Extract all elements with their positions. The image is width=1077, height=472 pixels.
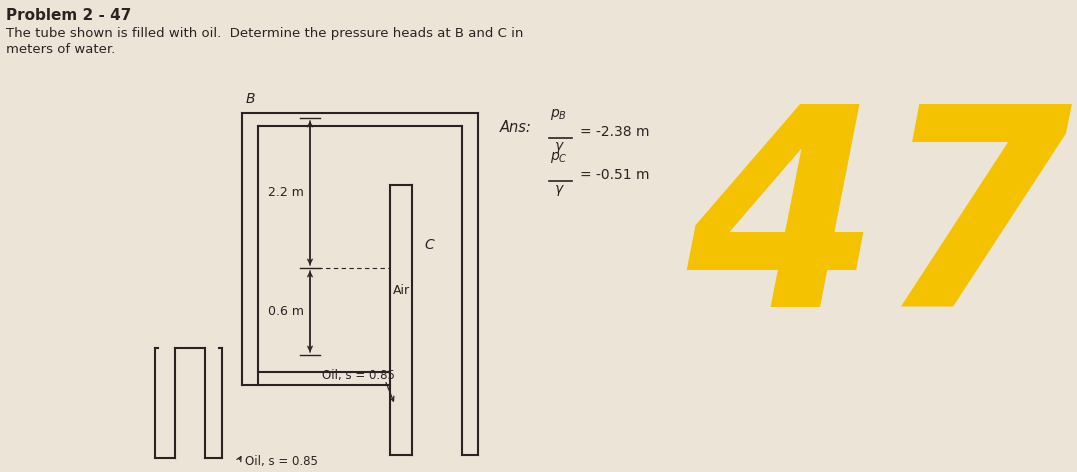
Text: $\gamma$: $\gamma$ bbox=[554, 140, 564, 155]
Text: $\gamma$: $\gamma$ bbox=[554, 183, 564, 198]
Text: $p_C$: $p_C$ bbox=[550, 150, 568, 165]
Text: meters of water.: meters of water. bbox=[6, 43, 115, 56]
Text: Ans:: Ans: bbox=[500, 120, 532, 135]
Text: = -0.51 m: = -0.51 m bbox=[581, 168, 649, 182]
Text: Oil, s = 0.85: Oil, s = 0.85 bbox=[322, 369, 395, 381]
Text: B: B bbox=[246, 92, 255, 106]
Text: Oil, s = 0.85: Oil, s = 0.85 bbox=[244, 455, 318, 469]
Text: C: C bbox=[424, 238, 434, 252]
Text: The tube shown is filled with oil.  Determine the pressure heads at B and C in: The tube shown is filled with oil. Deter… bbox=[6, 27, 523, 40]
Text: 0.6 m: 0.6 m bbox=[268, 305, 304, 318]
Text: $p_B$: $p_B$ bbox=[550, 107, 567, 122]
Text: = -2.38 m: = -2.38 m bbox=[581, 125, 649, 139]
Text: 47: 47 bbox=[687, 95, 1074, 365]
Text: Air: Air bbox=[392, 284, 409, 296]
Text: 2.2 m: 2.2 m bbox=[268, 186, 304, 200]
Text: Problem 2 - 47: Problem 2 - 47 bbox=[6, 8, 131, 23]
